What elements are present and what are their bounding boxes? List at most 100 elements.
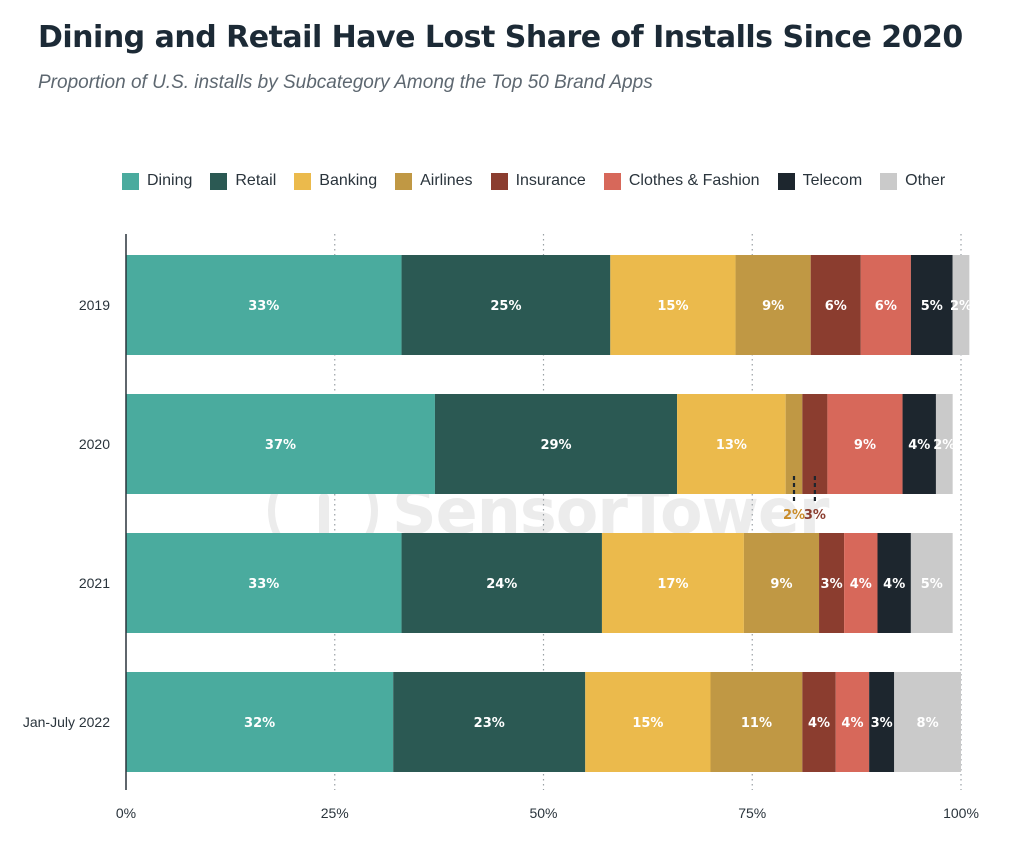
bar-jan-july-2022-other-label: 8% — [917, 716, 939, 731]
category-label-jan-july-2022: Jan-July 2022 — [23, 714, 110, 730]
bar-2021-banking-label: 17% — [657, 577, 688, 592]
bar-2021-banking — [601, 533, 744, 633]
bar-2020-telecom — [902, 394, 936, 494]
bar-2021-other — [910, 533, 953, 633]
bar-2019-clothes-and-fashion — [860, 255, 911, 355]
bar-2021-clothes-and-fashion-label: 4% — [850, 577, 872, 592]
legend: Dining Retail Banking Airlines Insurance Clot… — [122, 170, 945, 192]
legend-item-other: Other — [880, 172, 945, 190]
legend-item-dining: Dining — [122, 172, 192, 190]
legend-item-clothes-and-fashion: Clothes & Fashion — [603, 172, 760, 190]
bar-jan-july-2022-banking — [585, 672, 711, 772]
bar-2021-airlines — [743, 533, 820, 633]
bar-jan-july-2022-airlines — [710, 672, 803, 772]
bar-2020-banking-label: 13% — [716, 438, 747, 453]
legend-swatch-telecom — [777, 172, 795, 190]
bar-jan-july-2022-telecom — [869, 672, 895, 772]
bar-2020-dining — [126, 394, 435, 494]
bar-2021-dining-label: 33% — [248, 577, 279, 592]
bar-jan-july-2022-insurance-label: 4% — [808, 716, 830, 731]
bar-2020-clothes-and-fashion-label: 9% — [854, 438, 876, 453]
legend-label-banking: Banking — [319, 172, 378, 189]
bar-2020-airlines-label: 2% — [783, 508, 805, 523]
bar-jan-july-2022-clothes-and-fashion-label: 4% — [841, 716, 863, 731]
legend-label-dining: Dining — [147, 172, 193, 189]
legend-swatch-dining — [122, 172, 139, 190]
bar-2020-other — [935, 394, 953, 494]
bar-2019-retail-label: 25% — [490, 299, 521, 314]
x-tick-label-0: 0% — [116, 805, 136, 821]
legend-label-other: Other — [905, 172, 946, 189]
legend-label-retail: Retail — [235, 172, 277, 189]
bar-jan-july-2022-dining-label: 32% — [244, 716, 275, 731]
bar-2019-telecom — [910, 255, 953, 355]
legend-item-telecom: Telecom — [777, 172, 863, 190]
legend-item-airlines: Airlines — [395, 172, 473, 190]
bar-2019-telecom-label: 5% — [921, 299, 943, 314]
bar-2020-dining-label: 37% — [265, 438, 296, 453]
legend-swatch-airlines — [395, 172, 413, 190]
bar-2020-clothes-and-fashion — [827, 394, 903, 494]
bar-2021-telecom-label: 4% — [883, 577, 905, 592]
legend-item-retail: Retail — [210, 172, 276, 190]
bar-2020-telecom-label: 4% — [908, 438, 930, 453]
legend-label-telecom: Telecom — [802, 172, 863, 189]
legend-item-banking: Banking — [294, 172, 377, 190]
bar-jan-july-2022-insurance — [802, 672, 836, 772]
x-tick-label-4: 100% — [943, 805, 979, 821]
legend-item-insurance: Insurance — [490, 172, 586, 190]
bar-jan-july-2022-retail — [393, 672, 586, 772]
legend-swatch-insurance — [490, 172, 508, 190]
legend-label-insurance: Insurance — [515, 172, 586, 189]
bar-2019-airlines-label: 9% — [762, 299, 784, 314]
bar-2021-other-label: 5% — [921, 577, 943, 592]
bar-2021-retail — [401, 533, 602, 633]
bar-jan-july-2022-other — [894, 672, 961, 772]
bar-2021-dining — [126, 533, 402, 633]
bar-2019-banking — [610, 255, 736, 355]
bar-2019-retail — [401, 255, 611, 355]
bar-2019-insurance-label: 6% — [825, 299, 847, 314]
category-label-2021: 2021 — [79, 575, 110, 591]
bar-2020-other-label: 2% — [933, 438, 955, 453]
legend-swatch-banking — [294, 172, 312, 190]
bar-2019-airlines — [735, 255, 811, 355]
bar-jan-july-2022-clothes-and-fashion — [835, 672, 870, 772]
x-tick-label-2: 50% — [529, 805, 557, 821]
legend-label-clothes-and-fashion: Clothes & Fashion — [628, 172, 760, 189]
bar-2019-banking-label: 15% — [657, 299, 688, 314]
bar-2020-retail-label: 29% — [540, 438, 571, 453]
category-label-2019: 2019 — [79, 297, 110, 313]
bar-jan-july-2022-retail-label: 23% — [474, 716, 505, 731]
bar-2021-retail-label: 24% — [486, 577, 517, 592]
legend-swatch-other — [880, 172, 898, 190]
bar-2021-airlines-label: 9% — [770, 577, 792, 592]
chart-title: Dining and Retail Have Lost Share of Ins… — [38, 20, 963, 55]
bar-2020-airlines — [785, 394, 803, 494]
bar-2020-insurance-label: 3% — [804, 508, 826, 523]
bar-2020-retail — [434, 394, 678, 494]
chart-subtitle: Proportion of U.S. installs by Subcatego… — [38, 72, 653, 93]
bar-jan-july-2022-telecom-label: 3% — [871, 716, 893, 731]
bar-2019-insurance — [810, 255, 861, 355]
legend-label-airlines: Airlines — [420, 172, 473, 189]
bar-2020-banking — [677, 394, 786, 494]
bar-2019-dining-label: 33% — [248, 299, 279, 314]
legend-swatch-retail — [210, 172, 228, 190]
bar-2019-dining — [126, 255, 402, 355]
x-tick-label-3: 75% — [738, 805, 766, 821]
category-label-2020: 2020 — [79, 436, 110, 452]
bar-jan-july-2022-airlines-label: 11% — [741, 716, 772, 731]
legend-swatch-clothes-and-fashion — [603, 172, 621, 190]
bar-jan-july-2022-banking-label: 15% — [632, 716, 663, 731]
bar-2021-telecom — [877, 533, 911, 633]
bar-2019-clothes-and-fashion-label: 6% — [875, 299, 897, 314]
bar-jan-july-2022-dining — [126, 672, 394, 772]
x-tick-label-1: 25% — [321, 805, 349, 821]
bar-2021-insurance-label: 3% — [821, 577, 843, 592]
bar-2021-insurance — [819, 533, 845, 633]
bar-2019-other-label: 2% — [950, 299, 972, 314]
bar-2021-clothes-and-fashion — [844, 533, 878, 633]
bar-2019-other — [952, 255, 970, 355]
